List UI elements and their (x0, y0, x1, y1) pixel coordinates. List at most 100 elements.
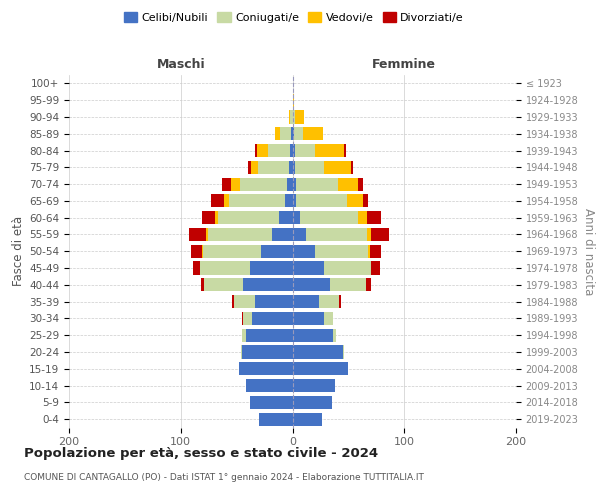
Bar (347, 194, 363, 207)
Bar (293, 144, 295, 157)
Bar (292, 127, 293, 140)
Bar (293, 295, 319, 308)
Bar (301, 211, 358, 224)
Bar (275, 127, 280, 140)
Text: Femmine: Femmine (372, 58, 436, 71)
Legend: Celibi/Nubili, Coniugati/e, Vedovi/e, Divorziati/e: Celibi/Nubili, Coniugati/e, Vedovi/e, Di… (119, 8, 469, 28)
Bar (193, 262, 200, 274)
Bar (254, 295, 293, 308)
Bar (257, 144, 268, 157)
Bar (231, 178, 240, 190)
Bar (295, 110, 304, 124)
Text: COMUNE DI CANTAGALLO (PO) - Dati ISTAT 1° gennaio 2024 - Elaborazione TUTTITALIA: COMUNE DI CANTAGALLO (PO) - Dati ISTAT 1… (24, 472, 424, 482)
Bar (350, 161, 353, 174)
Bar (293, 244, 315, 258)
Bar (306, 228, 367, 241)
Y-axis label: Anni di nascita: Anni di nascita (582, 208, 595, 295)
Bar (242, 328, 245, 342)
Bar (293, 278, 331, 291)
Bar (293, 396, 332, 409)
Bar (293, 362, 349, 376)
Bar (331, 278, 366, 291)
Bar (289, 161, 293, 174)
Bar (293, 412, 322, 426)
Bar (245, 379, 293, 392)
Bar (363, 194, 368, 207)
Bar (211, 194, 224, 207)
Bar (188, 228, 206, 241)
Text: Maschi: Maschi (157, 58, 205, 71)
Text: Popolazione per età, sesso e stato civile - 2024: Popolazione per età, sesso e stato civil… (24, 448, 378, 460)
Bar (295, 161, 324, 174)
Bar (293, 228, 306, 241)
Bar (261, 244, 293, 258)
Bar (259, 412, 293, 426)
Bar (206, 228, 208, 241)
Bar (241, 346, 242, 358)
Bar (202, 211, 215, 224)
Bar (293, 379, 335, 392)
Bar (250, 262, 293, 274)
Bar (240, 178, 287, 190)
Bar (367, 228, 371, 241)
Bar (371, 228, 389, 241)
Bar (293, 110, 295, 124)
Bar (232, 295, 235, 308)
Bar (295, 144, 315, 157)
Bar (324, 262, 371, 274)
Bar (222, 178, 231, 190)
Bar (319, 295, 340, 308)
Bar (302, 127, 323, 140)
Bar (287, 178, 293, 190)
Bar (324, 161, 350, 174)
Bar (201, 278, 204, 291)
Bar (324, 312, 333, 325)
Bar (235, 295, 254, 308)
Bar (202, 244, 203, 258)
Bar (215, 211, 218, 224)
Bar (242, 346, 293, 358)
Y-axis label: Fasce di età: Fasce di età (12, 216, 25, 286)
Bar (371, 262, 380, 274)
Bar (245, 328, 293, 342)
Bar (280, 127, 292, 140)
Bar (250, 396, 293, 409)
Bar (268, 144, 290, 157)
Bar (208, 228, 272, 241)
Bar (293, 262, 324, 274)
Bar (204, 278, 244, 291)
Bar (338, 178, 358, 190)
Bar (224, 194, 229, 207)
Bar (367, 211, 381, 224)
Bar (370, 244, 381, 258)
Bar (251, 161, 258, 174)
Bar (315, 144, 344, 157)
Bar (358, 178, 363, 190)
Bar (200, 262, 250, 274)
Bar (368, 244, 370, 258)
Bar (333, 328, 336, 342)
Bar (293, 328, 333, 342)
Bar (315, 244, 368, 258)
Bar (293, 346, 343, 358)
Bar (242, 312, 244, 325)
Bar (366, 278, 371, 291)
Bar (229, 194, 284, 207)
Bar (191, 244, 202, 258)
Bar (293, 194, 296, 207)
Bar (293, 127, 302, 140)
Bar (244, 278, 293, 291)
Bar (272, 228, 293, 241)
Bar (258, 161, 289, 174)
Bar (290, 144, 293, 157)
Bar (293, 161, 295, 174)
Bar (296, 178, 338, 190)
Bar (343, 346, 344, 358)
Bar (203, 244, 261, 258)
Bar (252, 312, 293, 325)
Bar (244, 312, 252, 325)
Bar (344, 144, 346, 157)
Bar (293, 211, 301, 224)
Bar (290, 110, 293, 124)
Bar (293, 312, 324, 325)
